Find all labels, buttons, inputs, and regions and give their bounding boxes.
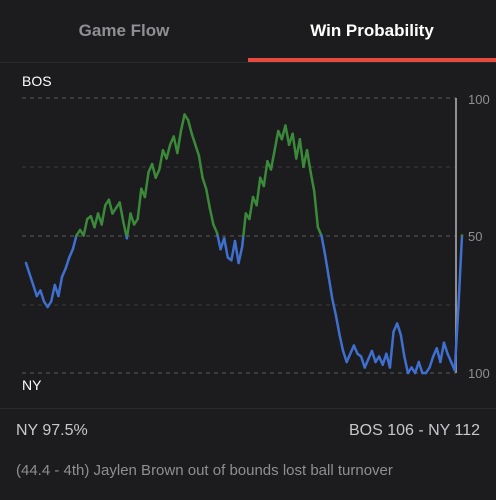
probability-line-segment [417, 360, 424, 375]
probability-line-segment [179, 113, 186, 133]
probability-line-segment [352, 344, 359, 355]
probability-line-group [24, 113, 464, 375]
probability-line-segment [67, 248, 75, 259]
probability-line-segment [338, 333, 345, 353]
y-tick-top: 100 [468, 92, 490, 107]
probability-line-segment [176, 129, 183, 155]
probability-line-segment [93, 212, 100, 229]
probability-line-segment [446, 352, 453, 364]
probability-line-segment [388, 330, 395, 369]
probability-line-segment [309, 171, 316, 193]
probability-line-segment [31, 283, 39, 298]
probability-line-segment [197, 154, 204, 179]
probability-line-segment [327, 275, 334, 300]
top-team-label: BOS [22, 73, 52, 89]
probability-line-segment [237, 245, 244, 265]
probability-line-segment [212, 223, 219, 234]
probability-line-segment [100, 204, 107, 226]
probability-line-segment [248, 195, 255, 221]
probability-line-segment [453, 305, 460, 372]
bottom-team-label: NY [22, 377, 42, 393]
tab-bar: Game Flow Win Probability [0, 0, 496, 63]
probability-line-segment [395, 322, 402, 336]
y-tick-bottom: 100 [468, 366, 490, 381]
probability-line-segment [122, 220, 128, 237]
probability-line-segment [255, 176, 262, 207]
probability-line-segment [403, 355, 410, 375]
probability-line-segment [269, 149, 276, 171]
probability-line-segment [154, 168, 161, 179]
probability-line-segment [60, 267, 67, 278]
tab-game-flow[interactable]: Game Flow [78, 21, 170, 40]
probability-line-segment [126, 212, 132, 237]
probability-line-segment [305, 149, 312, 174]
info-row: NY 97.5% BOS 106 - NY 112 [16, 422, 480, 442]
probability-line-segment [39, 289, 46, 303]
probability-line-segment [118, 201, 125, 223]
score-text: BOS 106 - NY 112 [348, 422, 480, 439]
probability-line-segment [222, 237, 230, 259]
probability-line-segment [262, 160, 269, 188]
probability-line-segment [298, 138, 305, 168]
probability-line-segment [82, 217, 89, 237]
y-tick-mid: 50 [468, 229, 482, 244]
probability-line-segment [428, 355, 435, 369]
probability-line-segment [331, 297, 338, 317]
probability-line-segment [28, 272, 35, 287]
probability-line-segment [49, 283, 57, 303]
probability-line-segment [64, 256, 71, 270]
probability-line-segment [334, 314, 341, 336]
chart-svg: BOS NY 100 50 100 [22, 73, 490, 393]
probability-line-segment [57, 275, 64, 298]
probability-line-segment [208, 206, 215, 226]
divider [0, 408, 496, 409]
probability-line-segment [439, 341, 446, 364]
probability-line-segment [186, 118, 194, 135]
probability-line-segment [359, 355, 366, 369]
probability-line-segment [370, 349, 377, 364]
probability-line-segment [399, 333, 406, 358]
play-description: (44.4 - 4th) Jaylen Brown out of bounds … [16, 462, 393, 479]
probability-line-segment [233, 239, 240, 265]
probability-line-segment [129, 212, 136, 226]
probability-line-segment [273, 129, 280, 152]
probability-line-segment [291, 132, 298, 160]
probability-line-segment [320, 234, 327, 256]
probability-line-segment [143, 171, 150, 199]
probability-line-segment [194, 143, 201, 157]
probability-line-segment [201, 176, 208, 190]
probability-line-segment [457, 234, 464, 309]
probability-line-segment [341, 349, 348, 364]
win-probability-chart: BOS NY 100 50 100 [0, 62, 496, 408]
probability-line-segment [71, 234, 78, 251]
probability-line-segment [323, 253, 330, 278]
probability-line-segment [190, 132, 197, 146]
probability-line-segment [204, 187, 212, 210]
probability-line-segment [136, 187, 143, 221]
probability-line-segment [240, 234, 245, 248]
probability-line-segment [107, 198, 114, 215]
probability-line-segment [150, 162, 157, 179]
probability-line-segment [363, 358, 370, 369]
win-probability-text: NY 97.5% [16, 422, 88, 439]
probability-line-segment [24, 261, 31, 276]
probability-line-segment [242, 212, 248, 237]
probability-line-segment [345, 352, 352, 364]
probability-line-segment [158, 149, 165, 171]
probability-line-segment [313, 190, 320, 229]
probability-line-segment [165, 143, 172, 160]
probability-line-segment [316, 226, 323, 237]
tab-win-probability[interactable]: Win Probability [248, 0, 496, 62]
probability-line-segment [284, 124, 291, 146]
probability-line-segment [442, 341, 449, 355]
